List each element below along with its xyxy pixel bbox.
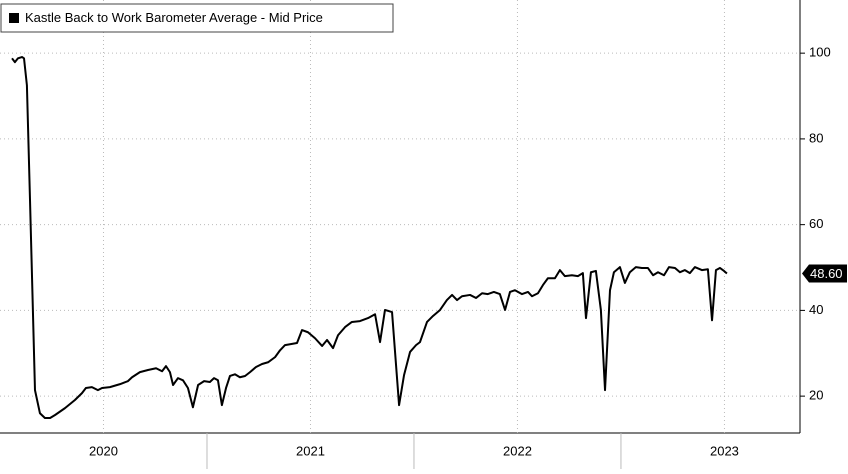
y-tick-label: 60 [809,216,823,231]
y-tick-label: 80 [809,130,823,145]
y-tick-label: 40 [809,302,823,317]
x-tick-label: 2023 [710,443,739,458]
x-tick-label: 2022 [503,443,532,458]
x-tick-label: 2020 [89,443,118,458]
chart-title: Kastle Back to Work Barometer Average - … [25,10,323,25]
legend-swatch [9,13,19,23]
y-tick-label: 20 [809,388,823,403]
legend-box [0,3,394,33]
last-value-label: 48.60 [810,266,843,281]
line-series [11,56,728,419]
last-value-tag [802,264,847,283]
y-tick-label: 100 [809,45,831,60]
x-tick-label: 2021 [296,443,325,458]
